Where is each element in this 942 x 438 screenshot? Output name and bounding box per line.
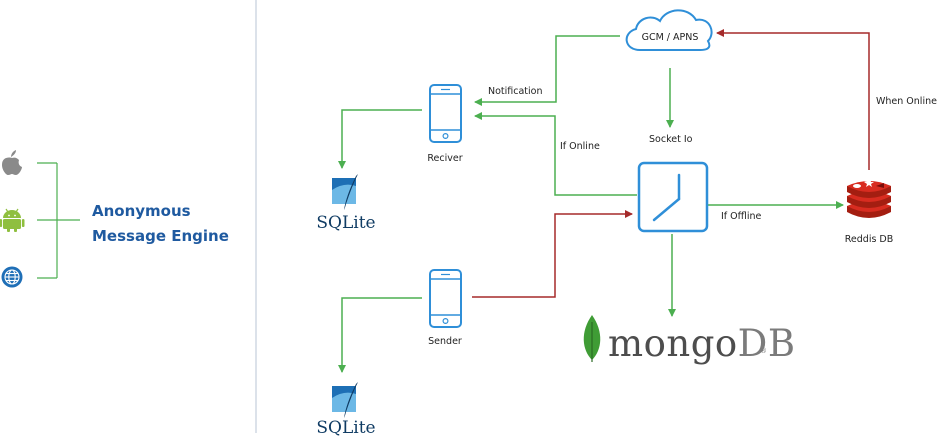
edge-receiver-to-sqlite xyxy=(338,109,422,169)
gcm-apns-cloud: GCM / APNS xyxy=(625,9,713,51)
sender-phone: Sender xyxy=(428,269,462,347)
edge-sender-to-clock xyxy=(472,210,633,298)
mongodb-wordmark: mongoDB xyxy=(608,322,796,365)
sqlite-bottom: SQLite xyxy=(316,382,376,438)
cloud-label: GCM / APNS xyxy=(642,32,699,43)
if-online-label: If Online xyxy=(560,141,600,152)
mongo-leaf-icon xyxy=(583,315,601,362)
platform-bracket xyxy=(37,162,80,279)
mongodb-registered: ® xyxy=(760,347,767,355)
phone-icon xyxy=(429,84,462,143)
android-icon xyxy=(0,208,25,232)
mongodb: mongoDB ® xyxy=(583,315,796,365)
clock-icon xyxy=(637,161,709,233)
engine-title: Anonymous Message Engine xyxy=(92,202,229,245)
receiver-label: Reciver xyxy=(427,153,462,164)
cloud-icon xyxy=(625,9,713,51)
sender-label: Sender xyxy=(428,336,462,347)
sqlite-icon xyxy=(332,382,358,418)
sqlite-icon xyxy=(332,174,358,210)
sqlite-top-label: SQLite xyxy=(316,213,375,233)
redis-label: Reddis DB xyxy=(845,234,894,245)
receiver-phone: Reciver xyxy=(427,84,463,164)
notification-label: Notification xyxy=(488,86,543,97)
apple-icon xyxy=(2,150,22,175)
edge-sender-to-sqlite xyxy=(338,297,422,373)
phone-icon xyxy=(429,269,462,328)
redis-db: Reddis DB xyxy=(845,179,894,245)
sqlite-top: SQLite xyxy=(316,174,376,233)
message-engine-clock xyxy=(637,161,709,233)
socket-io-label: Socket Io xyxy=(649,134,693,145)
web-globe-icon xyxy=(1,266,23,288)
mongodb-wordmark-mongo: mongo xyxy=(608,322,738,365)
edge-notification xyxy=(474,35,620,106)
redis-icon xyxy=(847,179,891,218)
edge-when-online xyxy=(716,29,870,170)
edge-if-online xyxy=(474,112,637,196)
engine-title-line-2: Message Engine xyxy=(92,227,229,245)
when-online-label: When Online xyxy=(876,96,937,107)
mongodb-wordmark-db: DB xyxy=(738,322,796,365)
sqlite-bottom-label: SQLite xyxy=(316,418,375,438)
engine-title-line-1: Anonymous xyxy=(92,202,191,220)
if-offline-label: If Offline xyxy=(721,211,761,222)
